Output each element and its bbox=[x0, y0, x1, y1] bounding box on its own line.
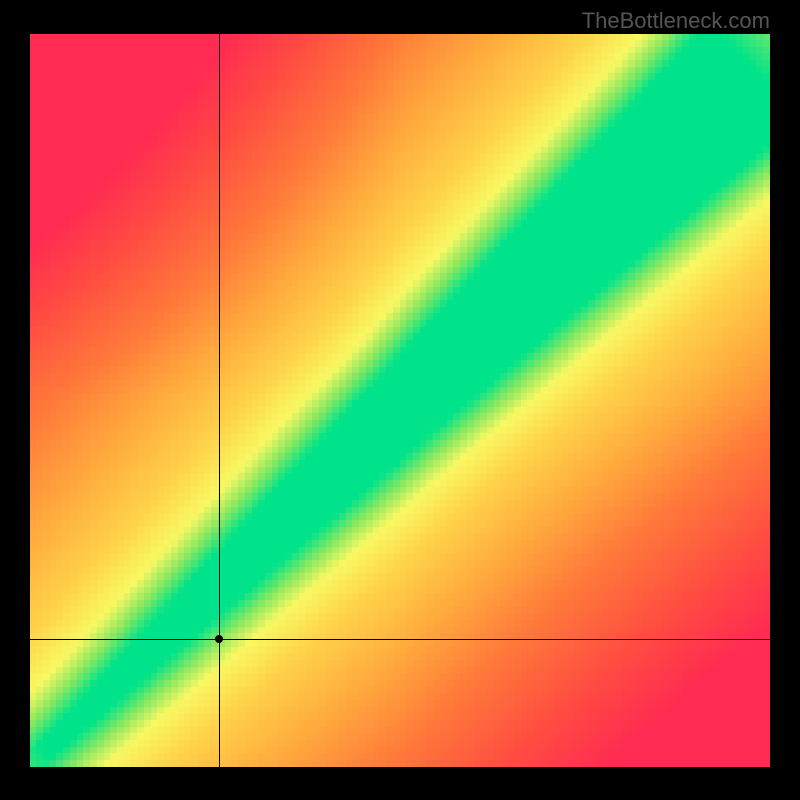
crosshair-vertical bbox=[219, 34, 220, 767]
crosshair-marker bbox=[215, 635, 223, 643]
chart-container: TheBottleneck.com bbox=[0, 0, 800, 800]
crosshair-horizontal bbox=[30, 639, 770, 640]
watermark-text: TheBottleneck.com bbox=[582, 8, 770, 34]
heatmap-canvas bbox=[30, 34, 770, 767]
plot-area bbox=[30, 34, 770, 767]
